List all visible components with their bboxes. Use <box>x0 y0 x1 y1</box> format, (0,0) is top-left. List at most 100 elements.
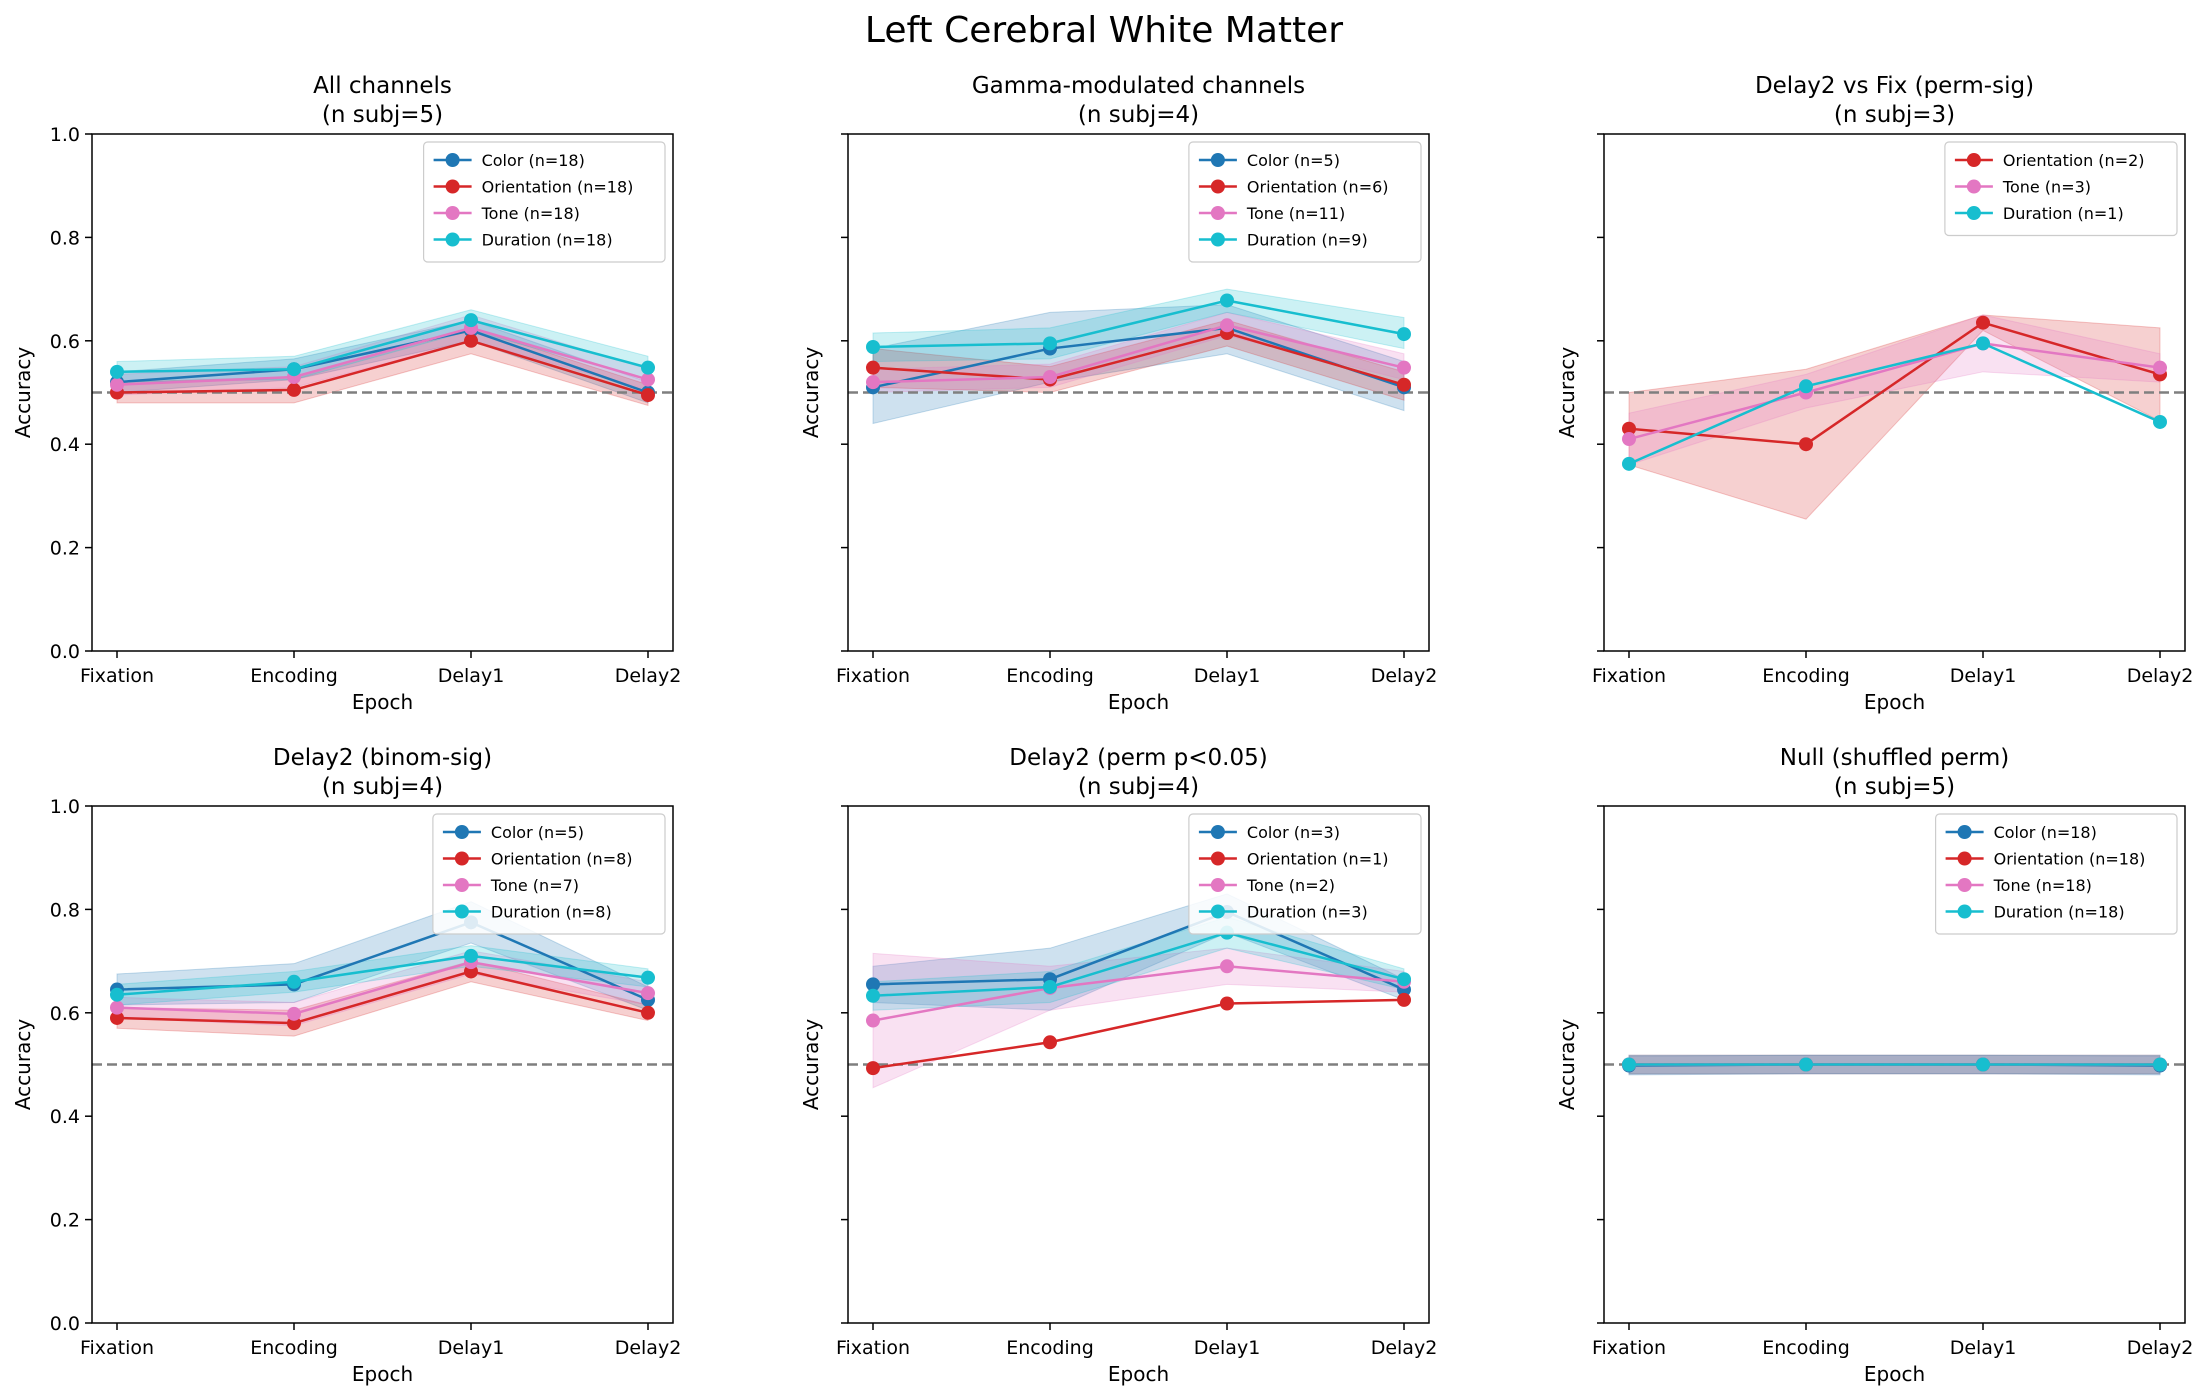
legend-marker-orientation <box>1210 179 1225 194</box>
legend-marker-tone <box>1210 878 1225 892</box>
data-point-orientation <box>1976 315 1990 330</box>
data-point-duration <box>287 974 301 989</box>
x-tick-label: Delay2 <box>2127 1337 2194 1359</box>
legend-marker-tone <box>1957 878 1972 892</box>
legend-label: Tone (n=3) <box>2002 178 2091 197</box>
legend-label: Duration (n=9) <box>1247 231 1368 250</box>
panel-title: All channels <box>313 73 452 99</box>
data-point-duration <box>866 988 880 1003</box>
legend-marker-orientation <box>1210 851 1225 866</box>
x-tick-label: Encoding <box>250 665 338 687</box>
x-tick-label: Fixation <box>80 665 154 687</box>
series-line-duration <box>116 318 649 374</box>
data-point-orientation <box>1397 992 1411 1007</box>
series-line-tone <box>872 323 1405 384</box>
panel-subtitle: (n subj=3) <box>1834 102 1955 128</box>
x-tick-label: Fixation <box>1592 665 1666 687</box>
data-point-duration <box>1976 1057 1990 1072</box>
data-point-tone <box>1220 959 1234 974</box>
panel-subtitle: (n subj=5) <box>1834 774 1955 800</box>
y-tick-label: 0.0 <box>50 641 80 663</box>
legend-marker-duration <box>1210 232 1225 247</box>
x-tick-label: Delay2 <box>615 1337 682 1359</box>
data-point-duration <box>287 362 301 377</box>
y-axis-label: Accuracy <box>1555 1019 1579 1110</box>
series-line-orientation <box>116 339 649 397</box>
legend-label: Tone (n=18) <box>1993 876 2092 895</box>
series-line-tone <box>1628 342 2161 441</box>
data-point-orientation <box>1397 377 1411 392</box>
x-tick-label: Encoding <box>1762 665 1850 687</box>
legend-marker-tone <box>454 878 469 892</box>
x-tick-label: Encoding <box>1006 1337 1094 1359</box>
data-point-tone <box>110 377 124 392</box>
legend: Orientation (n=2) Tone (n=3) Duration (n=1… <box>1944 141 2178 237</box>
legend-label: Tone (n=2) <box>1246 876 1335 895</box>
legend-marker-duration <box>1966 206 1981 220</box>
y-tick-label: 0.4 <box>50 434 80 456</box>
data-point-duration <box>464 313 478 328</box>
y-axis-label: Accuracy <box>799 347 823 438</box>
legend-label: Duration (n=3) <box>1247 903 1368 922</box>
data-point-orientation <box>1622 421 1636 436</box>
panel-title: Delay2 (binom-sig) <box>273 745 492 771</box>
legend-marker-orientation <box>1957 851 1972 866</box>
x-tick-label: Delay1 <box>438 1337 505 1359</box>
legend-marker-orientation <box>445 179 460 194</box>
x-tick-label: Delay2 <box>2127 665 2194 687</box>
data-point-orientation <box>641 1005 655 1020</box>
data-point-duration <box>1397 972 1411 987</box>
legend-marker-duration <box>445 232 460 247</box>
panel-title: Delay2 (perm p<0.05) <box>1009 745 1267 771</box>
legend-marker-duration <box>1210 904 1225 919</box>
legend-box <box>1188 141 1422 263</box>
legend: Color (n=18) Orientation (n=18) Tone (n=18… <box>1934 813 2178 935</box>
data-point-duration <box>866 340 880 355</box>
data-point-duration <box>1220 293 1234 308</box>
legend-box <box>1188 813 1422 935</box>
data-point-tone <box>1043 369 1057 384</box>
series-line-orientation <box>1628 321 2161 446</box>
legend-marker-orientation <box>454 851 469 866</box>
figure-suptitle: Left Cerebral White Matter <box>865 10 1343 51</box>
panel-subtitle: (n subj=5) <box>322 102 443 128</box>
data-point-orientation <box>641 388 655 403</box>
data-point-tone <box>287 1006 301 1021</box>
legend-box <box>432 813 666 935</box>
data-point-duration <box>641 360 655 375</box>
data-point-tone <box>1397 360 1411 375</box>
y-axis-label: Accuracy <box>11 347 35 438</box>
x-tick-label: Fixation <box>1592 1337 1666 1359</box>
data-point-orientation <box>1799 437 1813 452</box>
data-point-orientation <box>464 333 478 348</box>
y-tick-label: 0.8 <box>50 227 80 249</box>
y-tick-label: 1.0 <box>50 124 80 146</box>
data-point-tone <box>641 372 655 387</box>
panel-title: Null (shuffled perm) <box>1780 745 2009 771</box>
axes-frame <box>847 133 1430 652</box>
data-point-orientation <box>287 382 301 397</box>
x-tick-label: Delay1 <box>438 665 505 687</box>
ci-band-tone <box>1628 314 2161 466</box>
axes-frame <box>91 133 674 652</box>
chart-panel-1: All channels (n subj=5) 0.0 0.2 0.4 0.6 0.8 1.0… <box>11 73 681 714</box>
legend-label: Color (n=18) <box>482 151 585 170</box>
chart-panel-6: Null (shuffled perm) (n subj=5) Accuracy Fi… <box>1555 745 2193 1386</box>
data-point-duration <box>1043 336 1057 351</box>
x-tick-label: Fixation <box>836 1337 910 1359</box>
data-point-tone <box>1220 318 1234 333</box>
data-point-tone <box>866 375 880 390</box>
data-point-orientation <box>866 360 880 375</box>
legend: Color (n=18) Orientation (n=18) Tone (n=18… <box>423 141 666 263</box>
x-tick-label: Delay2 <box>615 665 682 687</box>
data-point-duration <box>1799 379 1813 394</box>
series-line-color <box>116 329 649 394</box>
legend-marker-color <box>445 153 460 167</box>
legend-label: Duration (n=1) <box>2003 204 2124 223</box>
legend-marker-color <box>1210 825 1225 839</box>
legend-marker-tone <box>1966 179 1981 194</box>
x-tick-label: Delay1 <box>1950 1337 2017 1359</box>
x-tick-label: Fixation <box>836 665 910 687</box>
legend-label: Orientation (n=6) <box>1247 178 1389 197</box>
legend-marker-duration <box>1957 904 1972 919</box>
